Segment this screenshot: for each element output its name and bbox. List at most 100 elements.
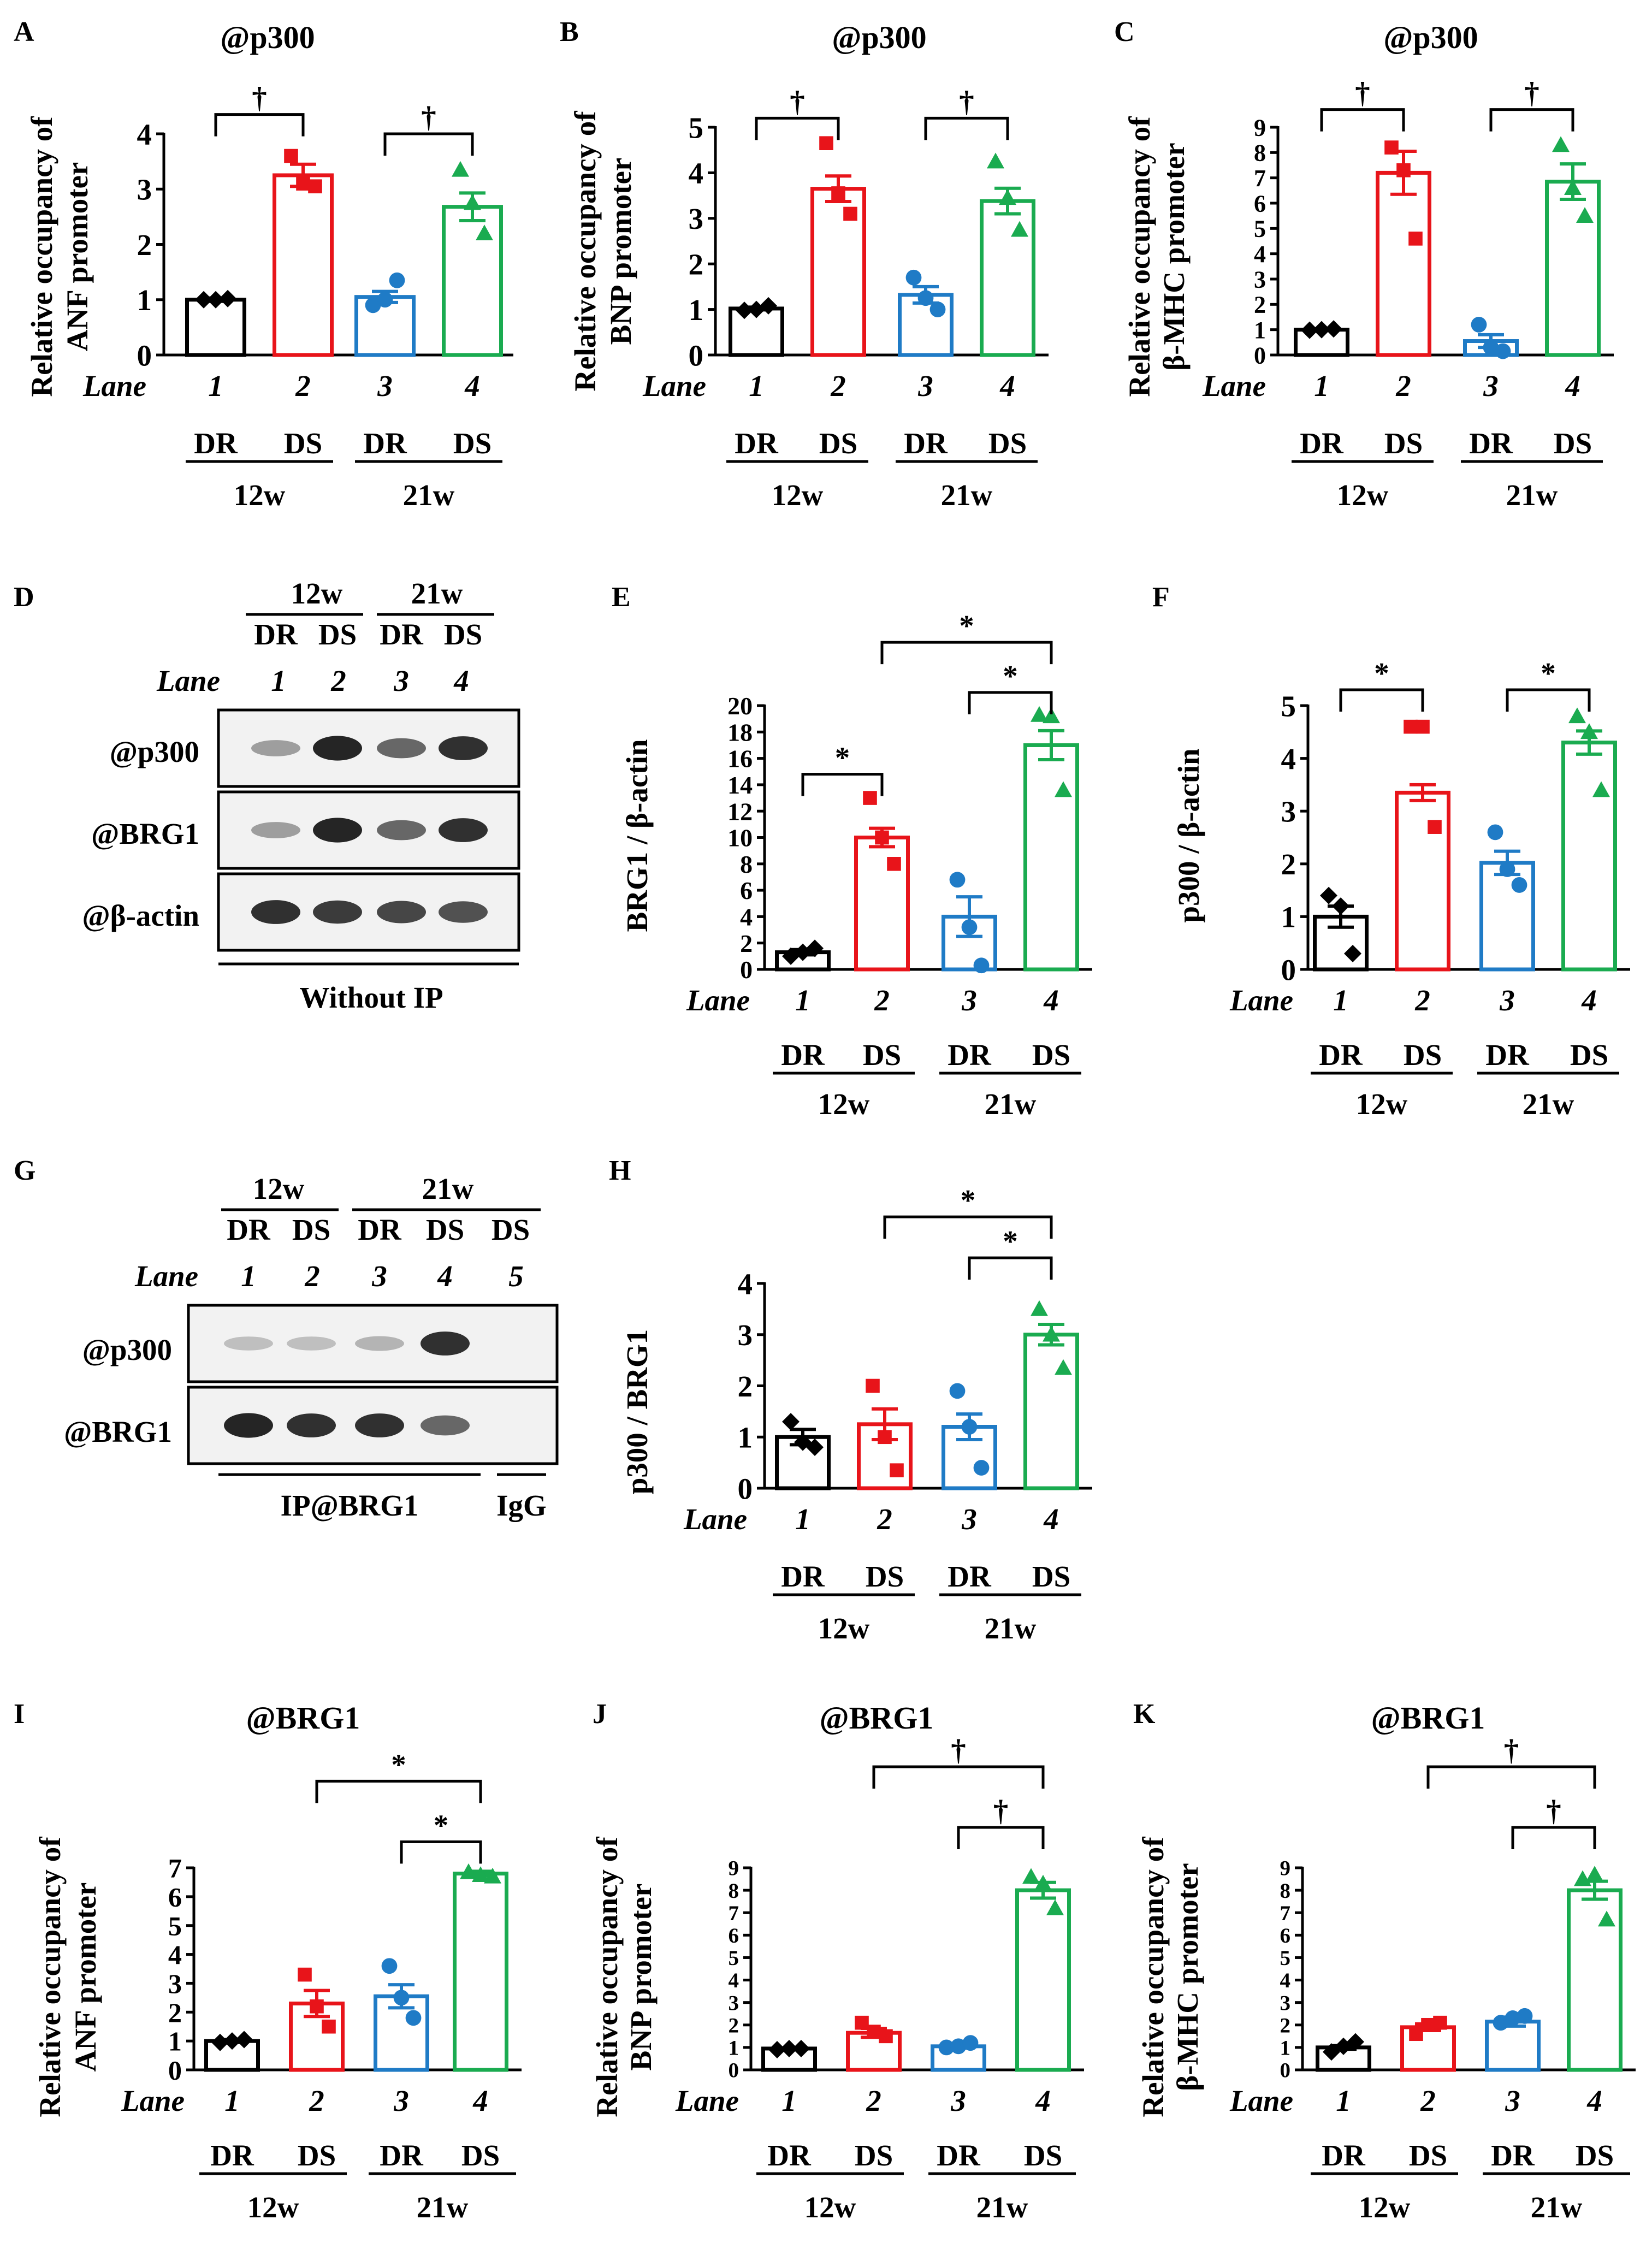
condition-label-2: DS xyxy=(284,427,322,460)
chart-title: @BRG1 xyxy=(1371,1700,1485,1736)
significance-bracket xyxy=(924,116,1009,140)
y-tick-label: 0 xyxy=(689,339,704,372)
y-tick-label: 9 xyxy=(728,1857,739,1880)
data-point-diamond xyxy=(195,291,212,309)
data-point-circle xyxy=(1471,317,1487,333)
condition-label-2: DS xyxy=(1384,427,1423,460)
y-tick-label: 4 xyxy=(728,1969,739,1992)
y-tick-label: 2 xyxy=(738,1370,753,1403)
data-point-triangle xyxy=(1598,1910,1615,1927)
blot-band xyxy=(313,900,362,924)
data-point-circle xyxy=(949,1383,966,1399)
bar xyxy=(980,199,1035,357)
significance-bracket xyxy=(1489,108,1574,132)
y-tick-label: 4 xyxy=(689,157,704,190)
panel-letter: B xyxy=(560,16,579,48)
lane-number-2: 2 xyxy=(866,2084,881,2117)
condition-label-4: DS xyxy=(1032,1038,1070,1072)
significance-bracket xyxy=(872,1765,1045,1789)
age-label-12w: 12w xyxy=(1337,478,1389,512)
chart-panel-A: A @p300 Relative occupancy of ANF promot… xyxy=(14,16,513,512)
significance-marker: † xyxy=(1504,1733,1519,1767)
lane-number-1: 1 xyxy=(781,2084,797,2117)
data-point-square xyxy=(1416,719,1430,734)
data-point-triangle xyxy=(460,1863,477,1879)
condition-label-1: DR xyxy=(1300,427,1344,460)
lane-number-4: 4 xyxy=(472,2084,488,2117)
condition-label-2: DS xyxy=(863,1038,901,1072)
y-tick-label: 1 xyxy=(137,283,152,317)
significance-marker: † xyxy=(1546,1794,1561,1827)
y-tick-label: 20 xyxy=(727,692,753,720)
chart-title: @BRG1 xyxy=(246,1700,360,1736)
age-label-12w: 12w xyxy=(772,478,824,512)
blot-band xyxy=(313,736,362,761)
condition-label-3: DR xyxy=(1469,427,1513,460)
y-tick-label: 5 xyxy=(1254,216,1266,242)
chart-title: @p300 xyxy=(832,20,926,55)
data-point-square xyxy=(843,206,857,221)
lane-label: Lane xyxy=(156,664,220,697)
y-tick-label: 2 xyxy=(137,228,152,262)
condition-label-2: DS xyxy=(819,427,857,460)
y-tick-label: 3 xyxy=(1280,1991,1290,2015)
y-axis-label-line1: Relative occupancy of xyxy=(1123,116,1156,397)
data-point-diamond xyxy=(736,301,753,319)
data-point-circle xyxy=(961,1419,978,1435)
y-tick-label: 0 xyxy=(1281,953,1296,986)
y-tick-label: 14 xyxy=(727,771,753,799)
chart-panel-B: B @p300 Relative occupancy of BNP promot… xyxy=(560,16,1049,512)
data-point-circle xyxy=(389,272,405,288)
data-point-circle xyxy=(938,2039,955,2056)
y-tick-label: 1 xyxy=(1254,317,1266,344)
chart-panel-H: H p300 / BRG1 0 1 2 3 4 * * Lane 1 2 3 4 DR DS… xyxy=(609,1155,1092,1645)
bar xyxy=(453,1872,508,2072)
lane-label: Lane xyxy=(82,369,146,403)
significance-bracket xyxy=(1426,1765,1596,1789)
condition-label-2: DS xyxy=(866,1560,904,1593)
data-point-circle xyxy=(1499,861,1515,877)
significance-bracket xyxy=(400,1840,482,1864)
data-point-diamond xyxy=(1301,321,1318,339)
blot-band xyxy=(251,822,300,838)
y-tick-label: 5 xyxy=(728,1946,739,1970)
condition-label-3: DR xyxy=(948,1038,992,1072)
condition-label-1: DR xyxy=(735,427,779,460)
lane-number-3: 3 xyxy=(393,2084,409,2117)
lane-number-4: 4 xyxy=(1043,1502,1059,1536)
lane-number-1: 1 xyxy=(795,1502,810,1536)
condition-label-1: DR xyxy=(1319,1038,1363,1072)
age-label-21w: 21w xyxy=(985,1612,1037,1645)
lane-number-1: 1 xyxy=(1333,984,1348,1017)
data-point-triangle xyxy=(1011,221,1028,237)
condition-label-3: DR xyxy=(380,618,424,651)
chart-panel-I: I @BRG1 Relative occupancy of ANF promot… xyxy=(14,1698,522,2224)
y-tick-label: 4 xyxy=(1281,742,1296,776)
age-label-12w: 12w xyxy=(818,1612,870,1645)
lane-number-4: 4 xyxy=(999,369,1015,403)
age-label-12w: 12w xyxy=(291,577,343,610)
age-label-21w: 21w xyxy=(422,1172,474,1205)
blot-band xyxy=(355,1413,404,1437)
significance-marker: * xyxy=(1003,1224,1018,1258)
data-point-triangle xyxy=(1046,1899,1064,1915)
y-tick-label: 2 xyxy=(1280,2014,1290,2037)
data-point-circle xyxy=(961,919,978,936)
lane-label: Lane xyxy=(686,984,750,1017)
condition-label-3: DR xyxy=(904,427,948,460)
data-point-square xyxy=(890,1463,904,1477)
blot-band xyxy=(355,1336,404,1351)
blot-row-label-brg1: @BRG1 xyxy=(64,1415,172,1448)
significance-marker: * xyxy=(434,1808,449,1842)
data-point-square xyxy=(1404,719,1418,734)
significance-bracket xyxy=(957,1826,1045,1849)
lane-number-2: 2 xyxy=(877,1502,892,1536)
y-tick-label: 9 xyxy=(1280,1857,1290,1880)
blot-band xyxy=(251,900,300,924)
lane-number-1: 1 xyxy=(271,664,286,697)
blot-band xyxy=(224,1413,273,1438)
condition-label-3: DR xyxy=(358,1213,402,1246)
